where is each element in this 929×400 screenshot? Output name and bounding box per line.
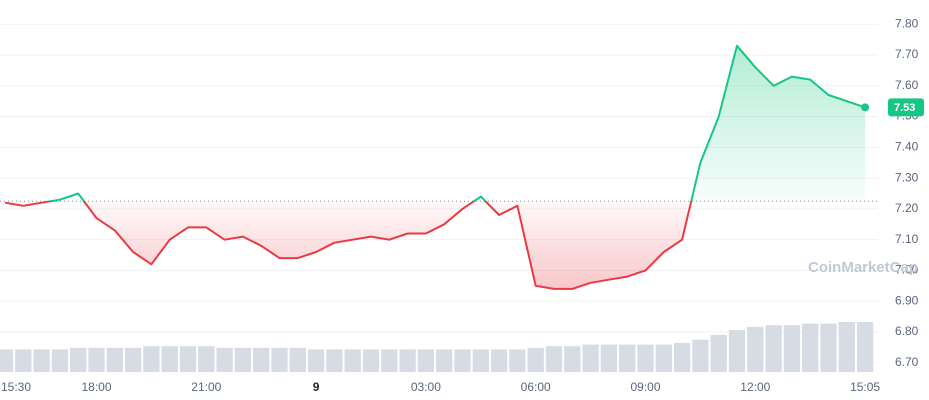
y-tick-label: 7.00 xyxy=(895,263,919,277)
volume-bar xyxy=(381,349,398,372)
x-tick-label: 18:00 xyxy=(81,380,111,394)
x-tick-label: 09:00 xyxy=(630,380,660,394)
x-tick-label: 06:00 xyxy=(521,380,551,394)
volume-bar xyxy=(253,347,270,372)
volume-bar xyxy=(326,349,343,372)
watermark: CoinMarketCap xyxy=(808,259,918,276)
x-tick-label: 12:00 xyxy=(740,380,770,394)
price-badge-label: 7.53 xyxy=(894,102,915,114)
area-fill xyxy=(5,45,866,289)
volume-bar xyxy=(490,349,508,372)
last-point xyxy=(861,103,870,112)
x-tick-label: 15:05 xyxy=(850,380,880,394)
volume-bar xyxy=(161,346,178,372)
volume-bar xyxy=(198,346,215,372)
volume-bar xyxy=(527,347,544,372)
volume-bar xyxy=(472,349,489,372)
volume-bar xyxy=(856,322,874,372)
volume-bar xyxy=(216,347,233,372)
volume-bar xyxy=(234,347,252,372)
y-tick-label: 6.70 xyxy=(895,355,919,369)
volume-bar xyxy=(124,347,142,372)
y-tick-label: 7.10 xyxy=(895,232,919,246)
price-badge xyxy=(888,98,924,117)
volume-bar xyxy=(600,344,618,372)
volume-bar xyxy=(344,349,361,372)
volume-bar xyxy=(399,349,416,372)
volume-bar xyxy=(545,346,563,372)
y-tick-label: 7.70 xyxy=(895,47,919,61)
volume-bar xyxy=(417,349,435,372)
volume-bar xyxy=(820,323,837,372)
volume-bar xyxy=(692,339,709,372)
volume-bar xyxy=(15,349,32,372)
volume-bar xyxy=(362,349,380,372)
volume-bar xyxy=(783,325,801,372)
volume-bar xyxy=(307,349,325,372)
y-tick-label: 6.90 xyxy=(895,293,919,307)
volume-bar xyxy=(802,323,819,372)
volume-bar xyxy=(765,325,782,372)
y-tick-label: 7.30 xyxy=(895,170,919,184)
volume-bar xyxy=(673,342,691,372)
volume-bar xyxy=(637,344,654,372)
volume-bar xyxy=(454,349,471,372)
y-tick-label: 7.40 xyxy=(895,140,919,154)
volume-bar xyxy=(710,334,727,372)
volume-bar xyxy=(33,349,50,372)
volume-bar xyxy=(655,344,672,372)
y-tick-label: 7.20 xyxy=(895,201,919,215)
volume-bar xyxy=(70,347,87,372)
y-tick-label: 7.60 xyxy=(895,78,919,92)
x-tick-label: 03:00 xyxy=(411,380,441,394)
y-tick-label: 7.80 xyxy=(895,16,919,30)
price-line xyxy=(4,44,866,290)
volume-bar xyxy=(838,322,855,372)
volume-bar xyxy=(179,346,197,372)
x-tick-label: 9 xyxy=(313,380,320,394)
volume-bar xyxy=(728,330,746,372)
volume-bar xyxy=(289,347,306,372)
volume-bar xyxy=(582,344,599,372)
volume-bar xyxy=(619,344,636,372)
x-tick-label: 15:30 xyxy=(1,380,31,394)
volume-bar xyxy=(106,347,123,372)
volume-bar xyxy=(88,347,105,372)
volume-bar xyxy=(51,349,69,372)
volume-bar xyxy=(143,346,160,372)
volume-bar xyxy=(747,326,764,372)
x-tick-label: 21:00 xyxy=(191,380,221,394)
volume-bar xyxy=(271,347,288,372)
volume-bar xyxy=(436,349,453,372)
volume-bar xyxy=(509,349,526,372)
volume-bar xyxy=(564,346,581,372)
y-tick-label: 6.80 xyxy=(895,324,919,338)
volume-bar xyxy=(0,349,14,372)
